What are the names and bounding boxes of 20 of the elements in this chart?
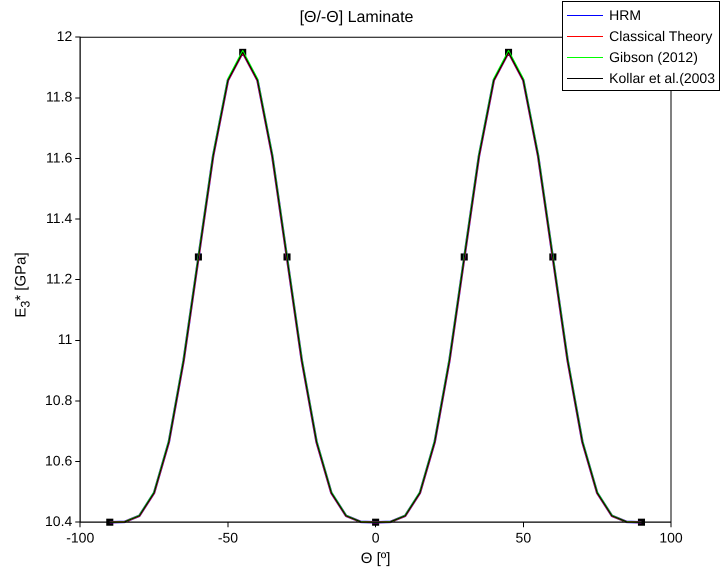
- y-tick-label: 12: [56, 28, 72, 44]
- chart-title: [Θ/-Θ] Laminate: [300, 9, 414, 26]
- y-tick-label: 11.4: [46, 210, 72, 226]
- legend-label: HRM: [609, 6, 642, 22]
- x-tick-label: -50: [218, 529, 238, 546]
- x-tick-label: 100: [659, 529, 683, 546]
- legend-label: Gibson (2012): [609, 48, 698, 64]
- y-tick-label: 11.6: [46, 149, 72, 166]
- y-tick-label: 11.2: [46, 270, 72, 287]
- x-tick-label: 0: [372, 529, 380, 546]
- y-tick-label: 10.6: [45, 452, 72, 468]
- x-axis-title: Θ [º]: [360, 550, 390, 568]
- y-tick-label: 10.8: [45, 392, 72, 408]
- legend-label: Classical Theory: [609, 28, 712, 44]
- y-tick-label: 11: [58, 331, 72, 348]
- y-tick-label: 10.4: [45, 513, 72, 530]
- legend-label: Kollar et al.(2003: [609, 70, 715, 86]
- y-tick-label: 11.8: [46, 88, 72, 105]
- x-tick-label: 50: [516, 529, 532, 546]
- x-tick-label: -100: [66, 529, 94, 546]
